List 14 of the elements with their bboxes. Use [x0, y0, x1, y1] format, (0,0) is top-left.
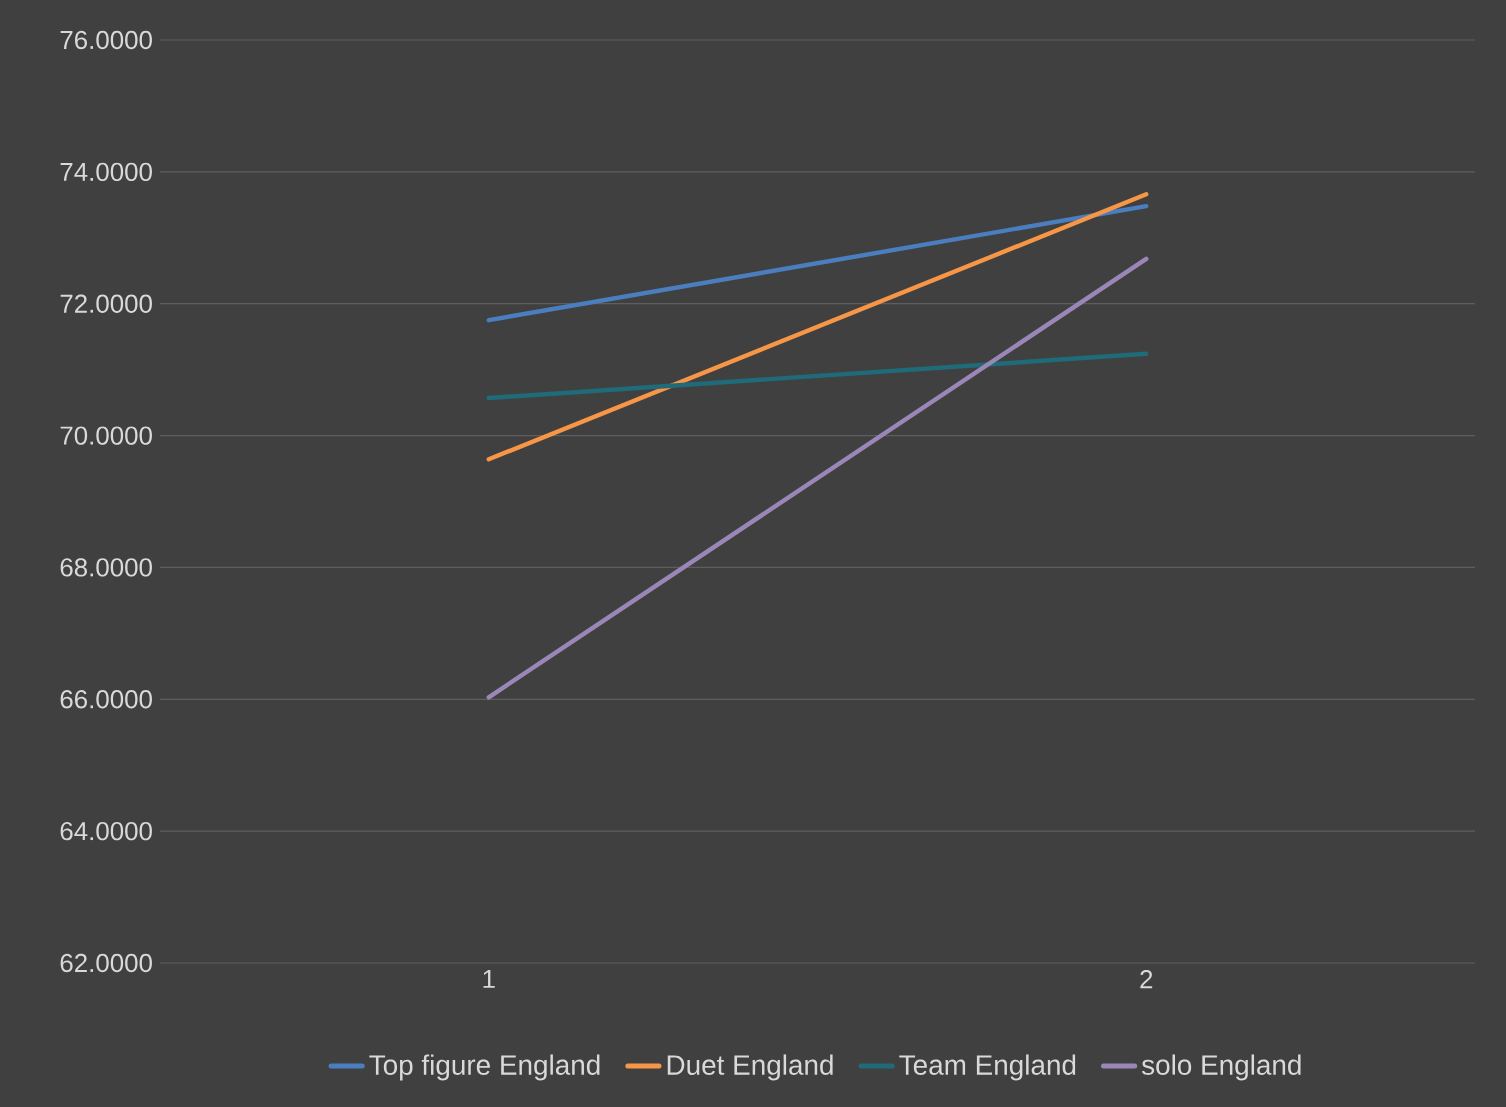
- legend-label: Team England: [899, 1054, 1076, 1081]
- legend-label: Duet England: [667, 1054, 833, 1081]
- y-tick-label: 62.0000: [60, 953, 152, 973]
- legend-label: solo England: [1141, 1054, 1301, 1081]
- x-tick-label: 2: [1140, 970, 1153, 989]
- y-tick-label: 64.0000: [60, 821, 152, 841]
- y-tick-label: 70.0000: [60, 426, 152, 445]
- y-tick-label: 74.0000: [60, 162, 152, 182]
- y-tick-label: 68.0000: [60, 558, 152, 577]
- x-tick-label: 1: [483, 970, 495, 988]
- y-tick-label: 76.0000: [60, 30, 152, 50]
- y-tick-label: 66.0000: [60, 690, 152, 709]
- y-tick-label: 72.0000: [60, 294, 152, 313]
- legend-label: Top figure England: [369, 1054, 600, 1081]
